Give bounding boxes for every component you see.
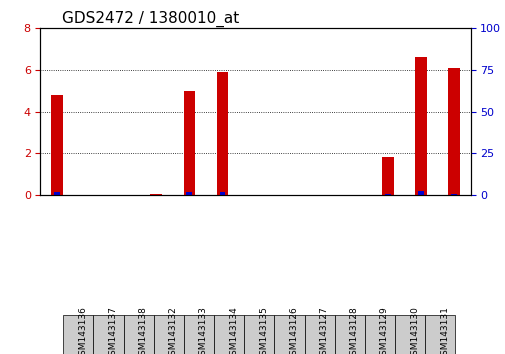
- Text: GSM143134: GSM143134: [229, 306, 238, 354]
- Text: GSM143128: GSM143128: [349, 306, 358, 354]
- Bar: [150, 194, 162, 195]
- Bar: [384, 194, 390, 195]
- Bar: [450, 194, 456, 195]
- Bar: [51, 95, 63, 195]
- Bar: [183, 91, 195, 195]
- Bar: [447, 68, 459, 195]
- Text: GSM143133: GSM143133: [198, 306, 208, 354]
- Text: GSM143135: GSM143135: [259, 306, 268, 354]
- Text: GSM143127: GSM143127: [319, 306, 328, 354]
- Text: GSM143126: GSM143126: [289, 306, 298, 354]
- Text: GSM143138: GSM143138: [138, 306, 147, 354]
- Bar: [381, 157, 393, 195]
- Bar: [186, 192, 192, 195]
- Text: GSM143130: GSM143130: [410, 306, 418, 354]
- Bar: [414, 57, 426, 195]
- Bar: [219, 192, 225, 195]
- Bar: [54, 192, 60, 195]
- Text: GSM143132: GSM143132: [169, 306, 177, 354]
- Text: GSM143136: GSM143136: [78, 306, 87, 354]
- Text: GSM143129: GSM143129: [379, 306, 388, 354]
- Text: GSM143131: GSM143131: [439, 306, 448, 354]
- Bar: [216, 72, 228, 195]
- Bar: [417, 191, 423, 195]
- Text: GDS2472 / 1380010_at: GDS2472 / 1380010_at: [62, 11, 239, 27]
- Text: GSM143137: GSM143137: [108, 306, 117, 354]
